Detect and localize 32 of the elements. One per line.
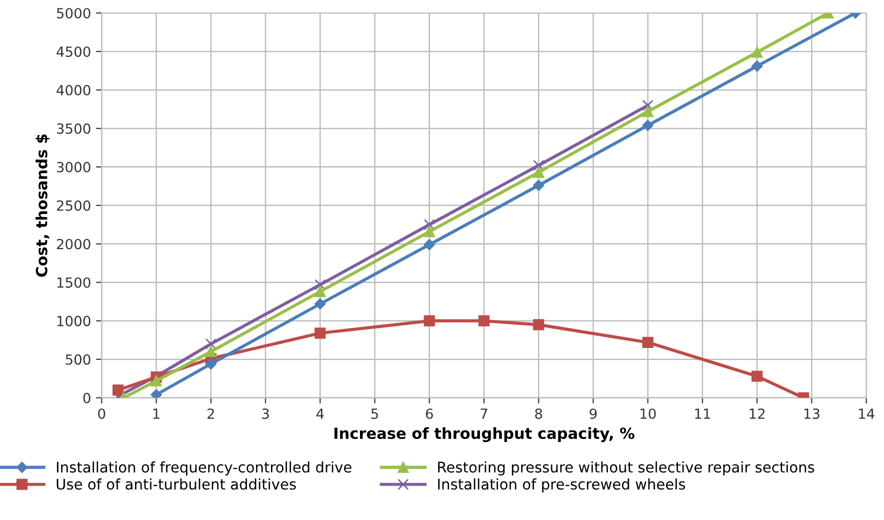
y-tick-label: 5000 [56, 8, 90, 18]
y-axis-title: Cost, thosands $ [36, 134, 50, 277]
x-tick-label: 8 [535, 408, 542, 419]
x-axis-title: Increase of throughput capacity, % [334, 427, 634, 442]
y-tick-label: 4000 [56, 84, 90, 96]
y-tick-label: 4500 [56, 46, 90, 57]
legend-label: Installation of pre-screwed wheels [438, 478, 686, 492]
y-tick-label: 3500 [56, 123, 90, 134]
y-tick-label: 1000 [57, 316, 90, 326]
x-tick-label: 7 [480, 408, 488, 419]
x-tick-label: 9 [590, 408, 597, 419]
x-tick-label: 10 [640, 408, 656, 419]
y-tick-label: 2000 [56, 238, 90, 250]
y-tick-label: 2500 [56, 200, 90, 211]
x-tick-label: 12 [750, 408, 765, 419]
x-tick-label: 3 [262, 408, 269, 419]
x-tick-label: 1 [153, 408, 160, 419]
x-tick-label: 13 [804, 408, 820, 419]
x-tick-label: 6 [426, 408, 433, 419]
x-tick-label: 0 [98, 408, 106, 419]
legend-label: Use of of anti-turbulent additives [56, 478, 296, 490]
y-tick-label: 0 [83, 392, 90, 404]
x-tick-label: 4 [316, 408, 324, 419]
x-tick-label: 11 [695, 408, 710, 419]
x-tick-label: 5 [371, 408, 378, 419]
legend-label: Restoring pressure without selective repair sections [438, 461, 814, 476]
y-tick-label: 1500 [57, 277, 90, 288]
y-tick-label: 500 [66, 354, 90, 365]
y-tick-label: 3000 [56, 162, 90, 172]
x-tick-label: 2 [207, 408, 214, 419]
x-tick-label: 14 [859, 408, 874, 419]
legend-label: Installation of frequency-controlled drive [56, 461, 352, 476]
